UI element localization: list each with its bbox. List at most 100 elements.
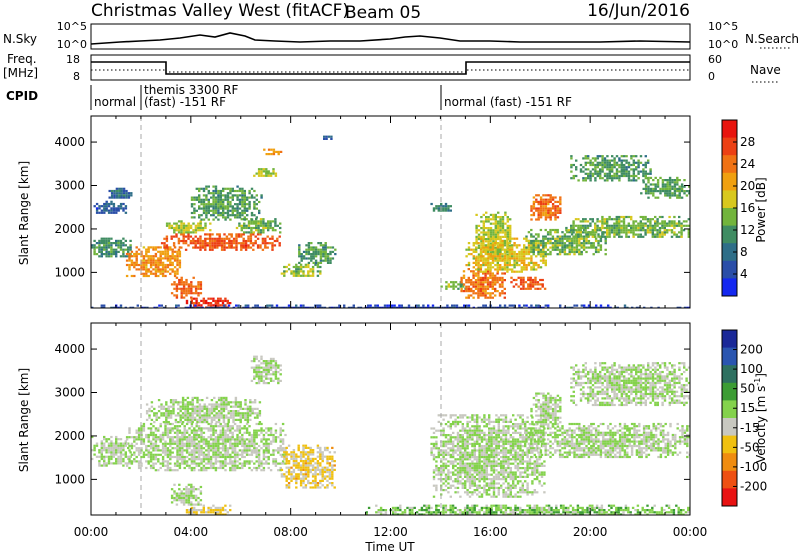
power-cell <box>477 266 480 269</box>
velocity-cell <box>277 451 280 454</box>
power-cell <box>442 205 445 208</box>
velocity-cell <box>229 440 232 443</box>
power-cell <box>182 229 186 232</box>
velocity-cell <box>255 449 258 452</box>
power-cell <box>271 244 274 247</box>
power-cell <box>176 252 179 256</box>
velocity-cell <box>253 444 256 448</box>
power-cell <box>639 155 643 158</box>
power-cell <box>501 276 504 279</box>
velocity-cell <box>184 414 187 417</box>
velocity-cell <box>207 455 210 459</box>
power-cell <box>549 233 552 236</box>
power-cell <box>610 229 614 232</box>
power-cell <box>496 268 499 271</box>
power-cell <box>268 304 271 307</box>
velocity-cell <box>241 464 244 467</box>
power-cell <box>596 161 599 164</box>
power-cell <box>302 304 305 307</box>
velocity-cell <box>253 431 256 434</box>
velocity-cell <box>205 462 208 465</box>
velocity-cell <box>179 414 182 417</box>
power-cell <box>530 304 533 307</box>
power-cell <box>620 172 623 175</box>
power-cell <box>496 281 499 284</box>
power-cell <box>506 255 509 258</box>
power-cell <box>259 233 262 236</box>
velocity-cell <box>248 466 251 470</box>
velocity-cell <box>238 442 242 445</box>
velocity-cell <box>205 440 208 443</box>
cpid-strip: CPID normal themis 3300 RF (fast) -151 R… <box>6 83 572 110</box>
power-cell <box>578 239 581 243</box>
power-cell <box>544 250 547 254</box>
velocity-cell <box>165 401 168 404</box>
power-cell <box>164 263 167 267</box>
velocity-cell <box>112 453 115 456</box>
velocity-cell <box>205 418 209 421</box>
power-cell <box>649 192 653 195</box>
power-cell <box>178 283 181 286</box>
power-cell <box>572 174 575 178</box>
power-cell <box>479 283 482 286</box>
power-cell <box>499 266 502 269</box>
power-cell <box>195 198 198 201</box>
velocity-cell <box>159 436 162 439</box>
velocity-cell <box>175 494 179 497</box>
velocity-cell <box>253 440 256 443</box>
power-cell <box>317 242 320 245</box>
power-cell <box>489 296 492 299</box>
power-cell <box>501 222 505 225</box>
power-cell <box>486 285 490 288</box>
power-cell <box>334 248 337 251</box>
power-cell <box>494 274 497 277</box>
power-cell <box>270 153 273 156</box>
velocity-cell <box>198 399 202 402</box>
power-cell <box>515 261 519 264</box>
velocity-cell <box>214 422 218 426</box>
power-cell <box>554 207 557 210</box>
velocity-cell <box>197 447 201 450</box>
velocity-cell <box>233 449 237 452</box>
power-cell <box>117 244 120 247</box>
velocity-cell <box>233 438 237 441</box>
velocity-cell <box>241 442 244 445</box>
power-cell <box>103 304 106 307</box>
power-cell <box>223 242 226 245</box>
power-cell <box>525 250 528 253</box>
power-cell <box>472 270 475 273</box>
velocity-cell <box>262 458 266 461</box>
power-cell <box>445 285 448 288</box>
power-cell <box>537 264 540 267</box>
velocity-cell <box>110 449 113 452</box>
power-cell <box>244 244 248 247</box>
velocity-cell <box>185 462 189 465</box>
power-cell <box>467 294 470 297</box>
power-cell <box>504 222 507 225</box>
power-cell <box>187 226 190 230</box>
power-cell <box>678 235 681 238</box>
power-cell <box>208 237 212 240</box>
power-cell <box>503 250 507 253</box>
velocity-cell <box>181 433 184 437</box>
power-cell <box>189 239 193 243</box>
power-cell <box>177 229 181 232</box>
velocity-cell <box>229 414 233 417</box>
power-cell <box>216 242 219 245</box>
power-cell <box>664 185 667 188</box>
power-cell <box>98 248 101 251</box>
power-cell <box>119 244 123 247</box>
power-cell <box>585 242 588 245</box>
power-cell <box>634 226 638 230</box>
power-cell <box>243 200 246 204</box>
power-cell <box>537 233 540 236</box>
power-cell <box>226 306 229 308</box>
power-cell <box>176 268 179 271</box>
power-cell <box>165 246 169 249</box>
power-cell <box>519 283 523 286</box>
velocity-cell <box>195 431 198 434</box>
power-cell <box>673 187 677 190</box>
power-cell <box>568 306 571 308</box>
velocity-cell <box>95 455 99 458</box>
power-cell <box>644 233 647 236</box>
